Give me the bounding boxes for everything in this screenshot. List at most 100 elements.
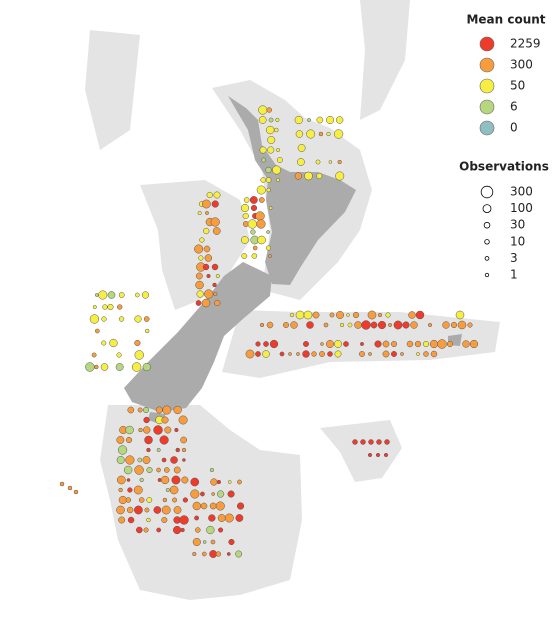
sample-dot [206, 191, 213, 199]
sample-dot [368, 352, 372, 356]
sample-dot [390, 340, 398, 348]
sample-dot [95, 328, 100, 334]
sample-dot [267, 135, 276, 145]
sample-dot [179, 515, 189, 525]
sample-dot [268, 117, 274, 123]
sample-dot [143, 316, 150, 322]
sample-dot [288, 352, 292, 356]
sample-dot [266, 187, 271, 193]
sample-dot [138, 497, 145, 503]
sample-dot [209, 550, 218, 558]
sample-dot [174, 427, 179, 433]
sample-dot [135, 292, 140, 298]
sample-dot [195, 527, 201, 533]
sample-dot [326, 115, 335, 125]
legend-label: 50 [510, 79, 525, 93]
sample-dot [118, 516, 126, 524]
sample-dot [237, 479, 242, 485]
sample-dot [276, 148, 281, 152]
sample-dot [143, 406, 150, 414]
sample-dot [136, 526, 143, 534]
sample-dot [377, 320, 387, 330]
sample-dot [252, 245, 258, 251]
sample-dot [91, 352, 97, 358]
sample-dot [311, 351, 317, 357]
legend-swatch [479, 57, 495, 73]
sample-dot [306, 129, 316, 139]
sample-dot [204, 289, 214, 299]
sample-dot [199, 237, 205, 243]
legend-label: 10 [510, 234, 525, 248]
sample-dot [190, 477, 200, 487]
sample-dot [227, 490, 235, 498]
sample-dot [446, 340, 454, 348]
legend-size [482, 204, 492, 214]
sample-dot [217, 514, 226, 522]
sample-dot [383, 452, 389, 458]
sample-dot [173, 405, 182, 415]
sample-dot [146, 447, 151, 453]
sample-dot [160, 475, 170, 485]
sample-dot [198, 255, 204, 261]
sample-dot [138, 427, 143, 433]
sample-dot [385, 312, 391, 318]
sample-dot [116, 304, 123, 310]
sample-dot [101, 316, 107, 322]
sample-dot [118, 487, 123, 493]
sample-dot [303, 310, 313, 320]
sample-dot [182, 497, 188, 503]
sample-dot [360, 439, 366, 445]
sample-dot [296, 352, 300, 356]
sample-dot [275, 117, 280, 123]
legend-label: 300 [510, 58, 533, 72]
sample-dot [173, 466, 181, 474]
sample-dot [204, 254, 213, 262]
sample-dot [201, 199, 211, 209]
sample-dot [211, 263, 219, 271]
sample-dot [163, 467, 170, 473]
sample-dot [142, 456, 151, 464]
sample-dot [255, 351, 261, 357]
sample-dot [319, 351, 325, 357]
sample-dot [294, 115, 303, 125]
campbell-plateau [100, 405, 302, 600]
sample-dot [210, 217, 220, 227]
sample-dot [272, 165, 282, 175]
sample-dot [347, 322, 353, 328]
sample-dot [145, 328, 150, 334]
legend-swatch [479, 78, 495, 94]
sample-dot [455, 310, 465, 320]
sample-dot [360, 342, 364, 346]
sample-dot [297, 144, 306, 152]
sample-dot [137, 457, 143, 463]
sample-dot [304, 171, 313, 181]
sample-dot [200, 491, 205, 497]
sample-dots [59, 105, 479, 558]
sample-dot [209, 467, 214, 473]
sample-dot [235, 514, 244, 522]
sample-dot [73, 489, 79, 495]
sample-dot [156, 448, 161, 452]
sample-dot [192, 551, 197, 557]
sample-dot [127, 406, 135, 414]
sample-dot [143, 527, 149, 533]
sample-dot [227, 480, 232, 484]
sample-dot [295, 310, 305, 320]
sample-dot [141, 291, 150, 299]
sample-dot [195, 272, 203, 280]
sample-dot [269, 339, 279, 349]
sample-dot [117, 475, 126, 485]
legend-label: 300 [510, 185, 533, 199]
sample-dot [213, 291, 218, 297]
sample-dot [134, 505, 143, 515]
sample-dot [178, 415, 188, 425]
sample-dot [295, 130, 304, 138]
sample-dot [190, 489, 200, 499]
sample-dot [125, 436, 133, 444]
sample-dot [161, 457, 167, 463]
legend-swatch [479, 36, 495, 52]
sample-dot [146, 517, 151, 523]
legend-label: 30 [510, 218, 525, 232]
sample-dot [423, 341, 429, 347]
